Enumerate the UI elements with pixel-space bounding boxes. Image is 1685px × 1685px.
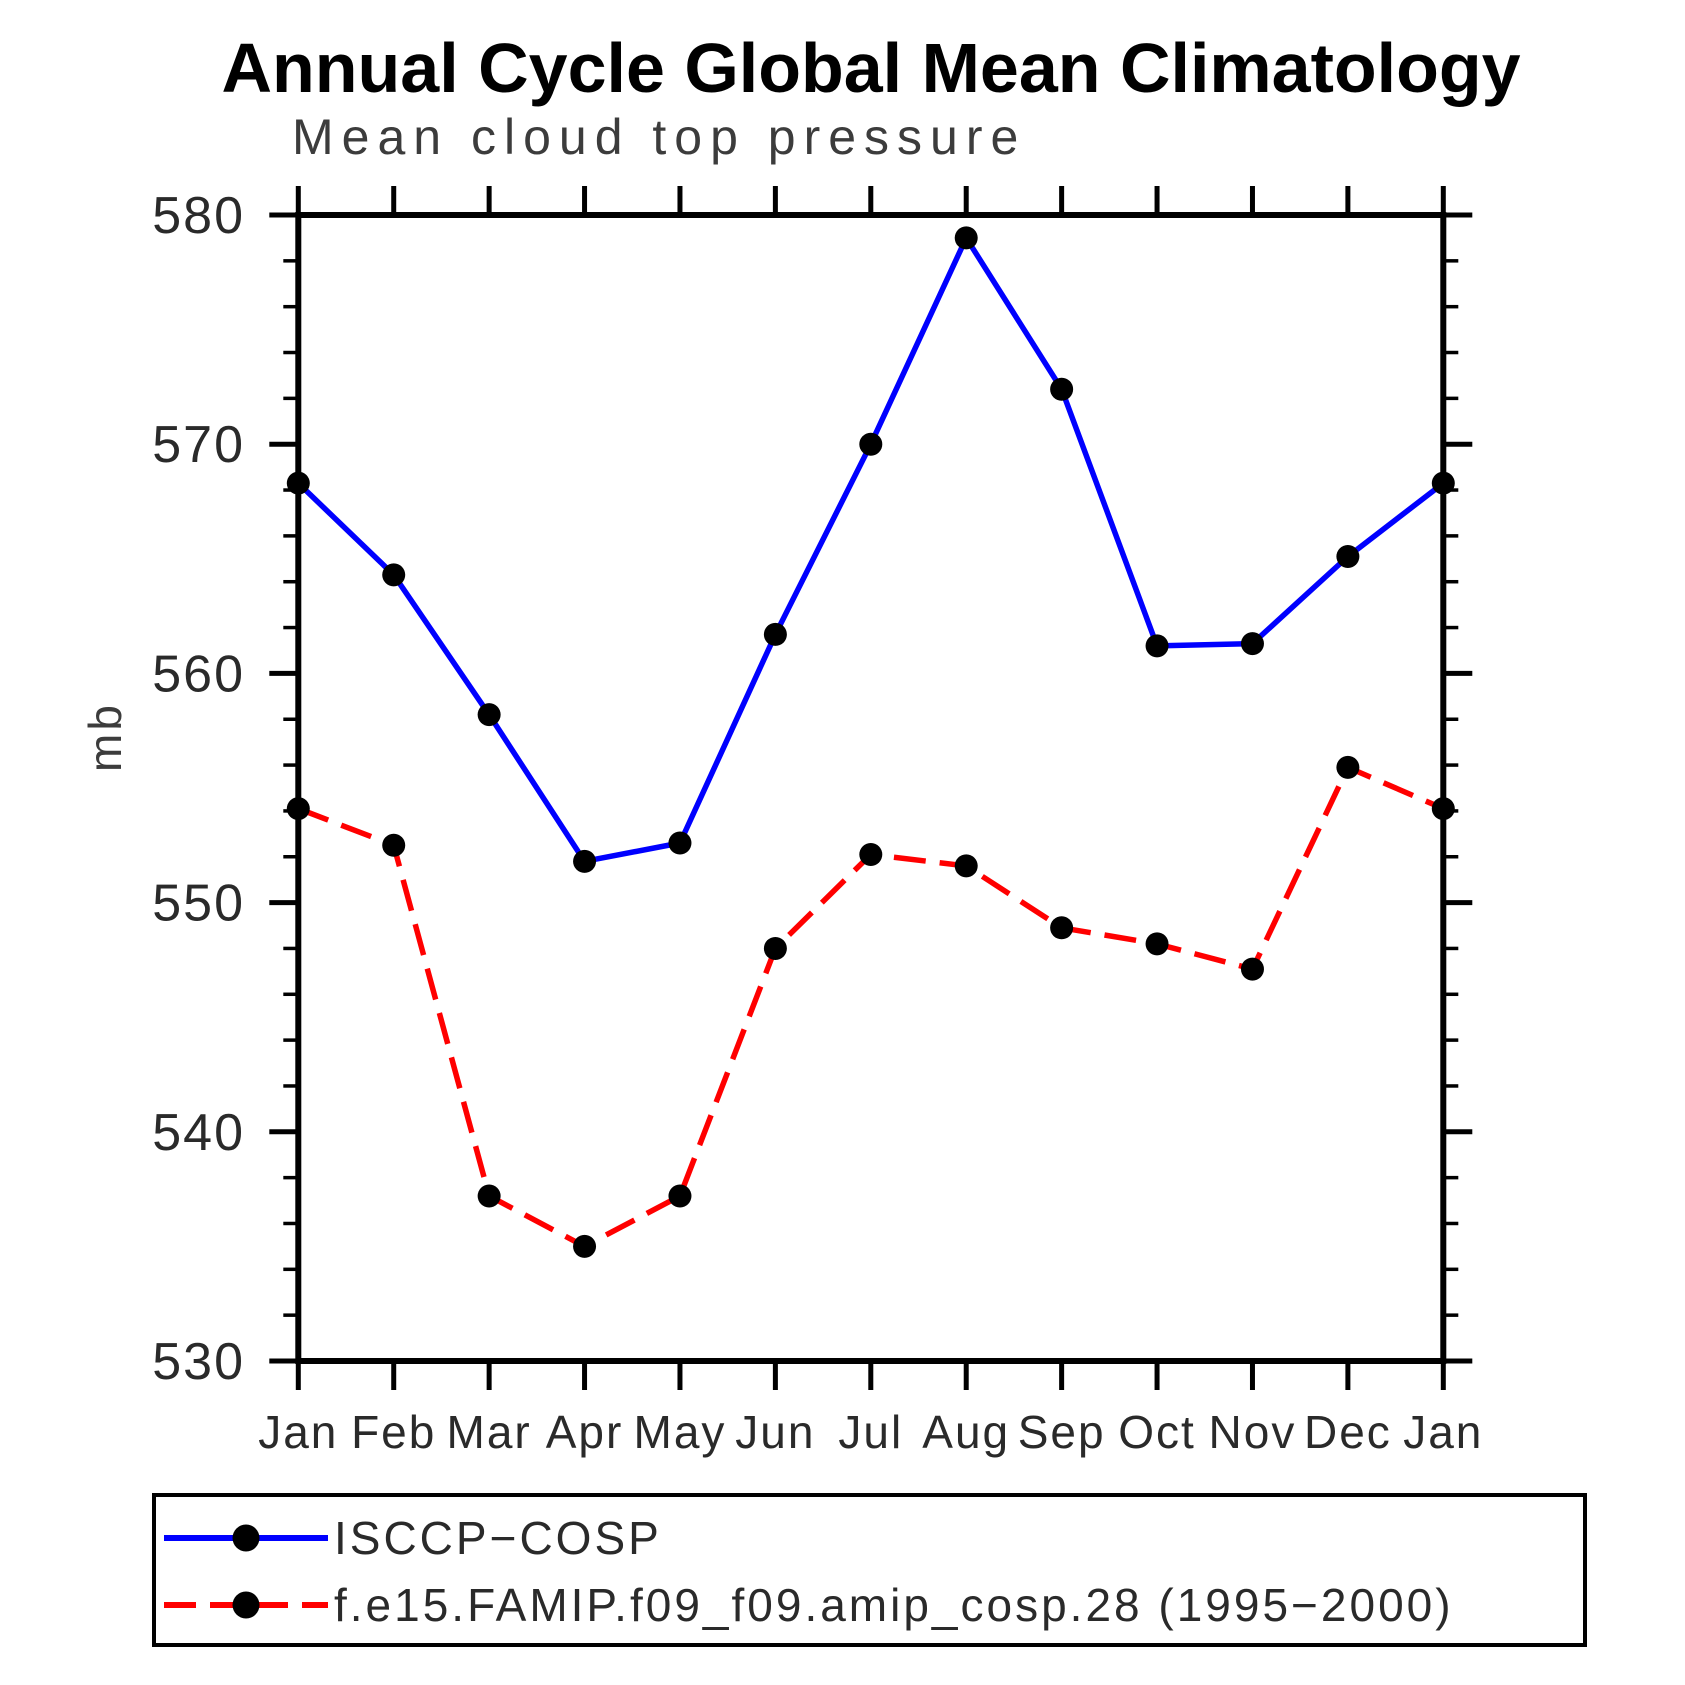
- series-1-marker: [668, 1184, 692, 1208]
- x-tick-label: Apr: [546, 1406, 624, 1458]
- series-1-marker: [954, 854, 978, 878]
- series-0-marker: [573, 849, 597, 873]
- x-tick-label: Oct: [1118, 1406, 1196, 1458]
- legend-entry-obs: ISCCP−COSP: [160, 1512, 662, 1564]
- series-1-marker: [1050, 916, 1074, 940]
- plot-frame: [295, 212, 1447, 1364]
- legend-label-obs: ISCCP−COSP: [334, 1512, 662, 1564]
- x-tick-label: Jun: [735, 1406, 815, 1458]
- x-tick-label: Nov: [1209, 1406, 1297, 1458]
- x-tick-label: Jan: [258, 1406, 338, 1458]
- series-0-marker: [1240, 632, 1264, 656]
- legend-label-model: f.e15.FAMIP.f09_f09.amip_cosp.28 (1995−2…: [334, 1579, 1454, 1631]
- series-0-marker: [859, 432, 883, 456]
- series-0-marker: [1431, 471, 1455, 495]
- series-1-marker: [1240, 957, 1264, 981]
- legend-box: ISCCP−COSP f.e15.FAMIP.f09_f09.amip_cosp…: [152, 1493, 1587, 1647]
- legend-model-marker-icon: [232, 1591, 260, 1619]
- x-tick-label: Jan: [1403, 1406, 1483, 1458]
- series-1-marker: [859, 842, 883, 866]
- series-line-1: [297, 764, 1445, 1250]
- x-tick-label: Aug: [922, 1406, 1010, 1458]
- legend-entry-model: f.e15.FAMIP.f09_f09.amip_cosp.28 (1995−2…: [160, 1579, 1454, 1631]
- x-tick-label: Feb: [351, 1406, 436, 1458]
- y-tick-label: 560: [152, 645, 245, 703]
- y-tick-label: 580: [152, 187, 245, 245]
- series-0-marker: [763, 622, 787, 646]
- series-line-0: [296, 235, 1445, 865]
- series-1-marker: [1145, 932, 1169, 956]
- legend-line-dashed-sample: [164, 1591, 328, 1619]
- legend-obs-marker-icon: [232, 1524, 260, 1552]
- series-0-marker: [286, 471, 310, 495]
- x-tick-label: Mar: [447, 1406, 532, 1458]
- x-tick-label: May: [634, 1406, 727, 1458]
- series-1-marker: [1336, 755, 1360, 779]
- series-1-marker: [477, 1184, 501, 1208]
- series-1-marker: [573, 1234, 597, 1258]
- y-tick-label: 550: [152, 875, 245, 933]
- series-0-marker: [1145, 634, 1169, 658]
- y-tick-label: 540: [152, 1104, 245, 1162]
- series-0-marker: [477, 703, 501, 727]
- y-tick-label: 570: [152, 416, 245, 474]
- y-tick-label: 530: [152, 1333, 245, 1391]
- x-tick-label: Jul: [838, 1406, 903, 1458]
- series-1-marker: [286, 797, 310, 821]
- x-tick-label: Dec: [1304, 1406, 1392, 1458]
- chart-title: Annual Cycle Global Mean Climatology: [221, 29, 1521, 107]
- series-1-marker: [382, 833, 406, 857]
- series-0-marker: [382, 563, 406, 587]
- chart-subtitle: Mean cloud top pressure: [292, 109, 1027, 165]
- x-tick-label: Sep: [1018, 1406, 1106, 1458]
- series-0-marker: [954, 226, 978, 250]
- series-0-marker: [1336, 545, 1360, 569]
- series-0-marker: [668, 831, 692, 855]
- legend-line-solid-sample: [164, 1524, 328, 1552]
- series-1-marker: [1431, 797, 1455, 821]
- series-0-marker: [1050, 377, 1074, 401]
- series-1-marker: [763, 936, 787, 960]
